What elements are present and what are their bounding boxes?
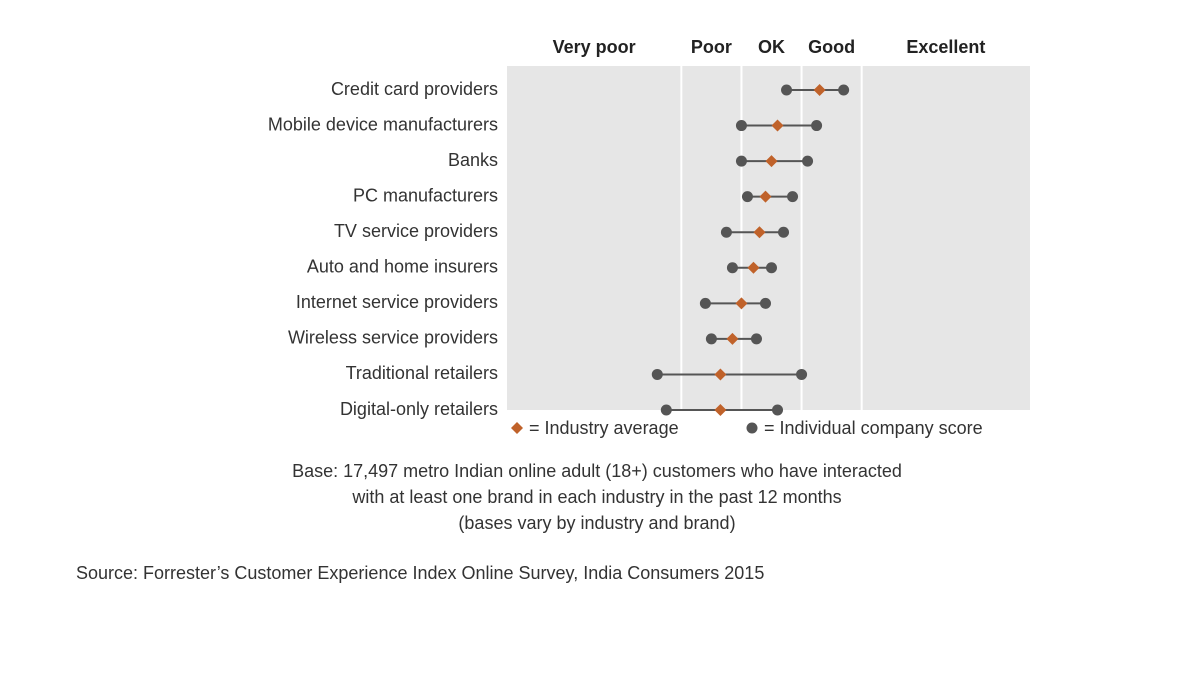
plot-background xyxy=(507,66,1030,410)
category-label: Internet service providers xyxy=(296,292,498,312)
average-diamond xyxy=(735,297,748,310)
company-low xyxy=(781,84,793,96)
company-low xyxy=(660,404,672,416)
average-diamond xyxy=(753,226,766,239)
band-label: OK xyxy=(758,37,785,57)
band-label: Very poor xyxy=(553,37,636,57)
company-high xyxy=(787,191,799,203)
base-note: (bases vary by industry and brand) xyxy=(458,513,735,533)
company-high xyxy=(802,155,814,167)
company-low xyxy=(726,262,738,274)
company-low xyxy=(705,333,717,345)
category-label: TV service providers xyxy=(334,221,498,241)
band-label: Good xyxy=(808,37,855,57)
company-low xyxy=(735,120,747,132)
company-low xyxy=(651,368,663,380)
company-high xyxy=(750,333,762,345)
company-high xyxy=(811,120,823,132)
company-low xyxy=(720,226,732,238)
category-label: Auto and home insurers xyxy=(307,257,498,277)
average-diamond xyxy=(726,332,739,345)
category-label: Wireless service providers xyxy=(288,328,498,348)
company-low xyxy=(735,155,747,167)
category-label: PC manufacturers xyxy=(353,185,498,205)
average-diamond xyxy=(813,84,826,96)
average-diamond xyxy=(759,190,772,203)
category-label: Traditional retailers xyxy=(346,363,498,383)
company-high xyxy=(766,262,778,274)
legend-diamond xyxy=(511,422,523,434)
legend-label: = Industry average xyxy=(529,418,679,438)
company-high xyxy=(778,226,790,238)
average-diamond xyxy=(714,404,727,416)
average-diamond xyxy=(765,155,778,168)
source-note: Source: Forrester’s Customer Experience … xyxy=(76,563,764,583)
average-diamond xyxy=(747,261,760,274)
company-low xyxy=(741,191,753,203)
company-high xyxy=(838,84,850,96)
category-label: Digital-only retailers xyxy=(340,399,498,419)
average-diamond xyxy=(771,119,784,132)
base-note: with at least one brand in each industry… xyxy=(351,487,841,507)
legend-label: = Individual company score xyxy=(764,418,983,438)
band-label: Excellent xyxy=(906,37,985,57)
legend-dot xyxy=(746,422,758,434)
base-note: Base: 17,497 metro Indian online adult (… xyxy=(292,461,902,481)
category-label: Banks xyxy=(448,150,498,170)
category-label: Credit card providers xyxy=(331,79,498,99)
category-label: Mobile device manufacturers xyxy=(268,114,498,134)
company-low xyxy=(699,297,711,309)
company-high xyxy=(772,404,784,416)
average-diamond xyxy=(714,368,727,381)
band-label: Poor xyxy=(691,37,732,57)
company-high xyxy=(796,368,808,380)
company-high xyxy=(759,297,771,309)
